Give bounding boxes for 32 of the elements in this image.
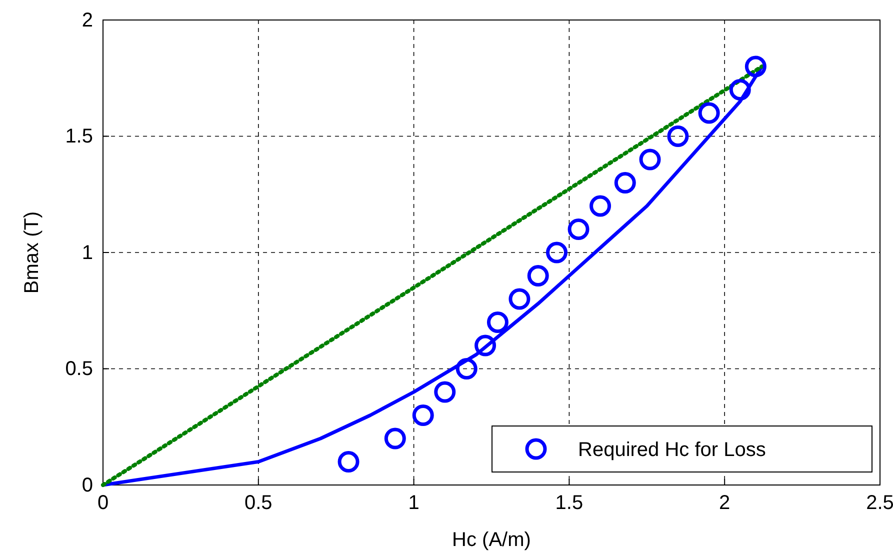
point [698, 102, 720, 124]
point [568, 218, 590, 240]
x-tick-label: 1 [408, 492, 420, 514]
point [338, 451, 360, 472]
point [474, 334, 496, 356]
point [729, 79, 751, 100]
x-tick-label: 1.5 [555, 492, 584, 514]
x-tick-label: 2.5 [866, 492, 893, 514]
y-tick-label: 1.5 [65, 126, 93, 148]
point [434, 381, 456, 403]
legend-label: Required Hc for Loss [578, 439, 766, 461]
x-tick-label: 0.5 [244, 492, 272, 514]
point [667, 126, 689, 147]
point [590, 195, 612, 217]
y-tick-label: 0 [82, 474, 93, 496]
x-tick-label: 2 [719, 492, 730, 514]
point [456, 358, 478, 380]
point [527, 265, 549, 286]
point [508, 288, 530, 310]
point [639, 148, 661, 170]
x-axis-title: Hc (A/m) [452, 529, 531, 551]
point [384, 428, 406, 450]
y-axis-title: Bmax (T) [21, 211, 43, 294]
point [546, 242, 568, 264]
point [412, 404, 434, 426]
y-tick-label: 2 [82, 9, 93, 32]
point [486, 312, 508, 333]
point [744, 56, 766, 78]
y-tick-label: 0.5 [65, 358, 93, 380]
x-tick-label: 0 [97, 492, 109, 514]
point [614, 172, 636, 194]
y-tick-label: 1 [82, 242, 93, 264]
